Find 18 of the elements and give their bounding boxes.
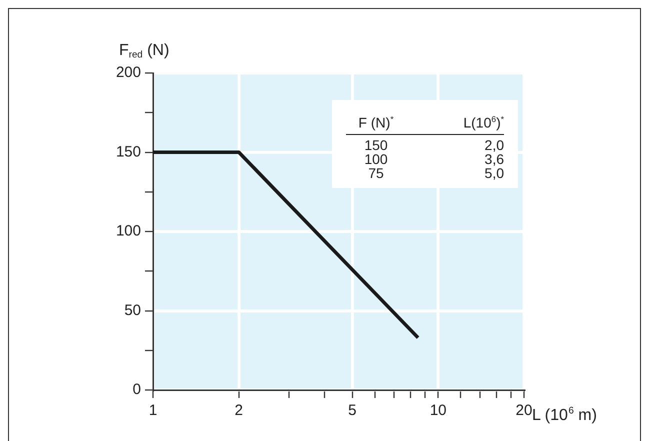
x-tick-label: 2 [234,402,244,420]
annotation: 75 [367,164,385,181]
annotation: 3,6 [484,150,504,167]
y-tick-label: 100 [116,222,141,240]
annotation: L(10$^{6}$)$^{*}$ [462,113,504,132]
y-tick-label: 50 [124,302,141,319]
x-tick-label: 1 [148,402,158,420]
x-tick-label: 20 [516,402,532,420]
x-tick-label: 5 [348,402,356,420]
annotation: 2,0 [484,136,504,153]
y-tick-label: 0 [132,381,141,398]
y-tick-label: 150 [116,143,141,160]
annotation: 150 [363,136,389,153]
annotation: 5,0 [484,164,504,181]
y-tick-label: 200 [116,64,141,82]
x-tick-label: 10 [430,402,446,420]
annotation: 100 [363,150,389,167]
annotation: F (N)$^{*}$ [357,113,395,132]
